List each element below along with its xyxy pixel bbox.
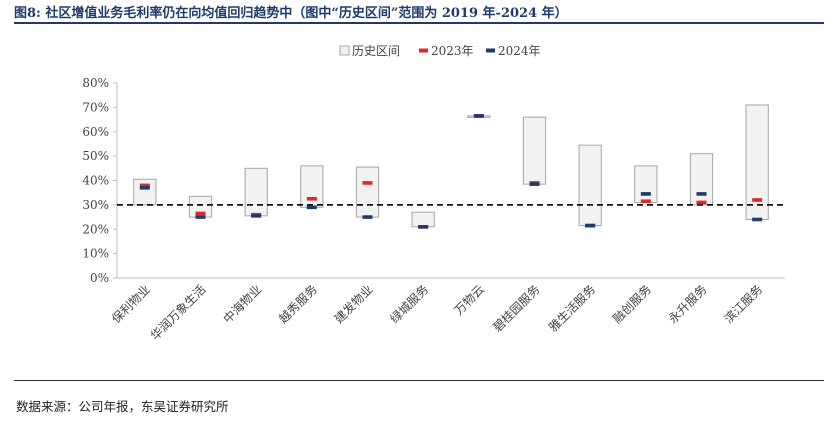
x-tick-label: 建发物业 bbox=[331, 282, 376, 327]
marker-2024 bbox=[585, 223, 596, 228]
legend-label-2024: 2024年 bbox=[498, 44, 541, 58]
range-bar bbox=[634, 165, 658, 203]
legend-label-2023: 2023年 bbox=[431, 44, 474, 58]
marker-2024 bbox=[195, 215, 206, 219]
marker-2024 bbox=[362, 215, 373, 219]
y-tick-label: 20% bbox=[82, 222, 109, 236]
y-tick-label: 60% bbox=[82, 125, 109, 139]
y-tick-label: 0% bbox=[90, 271, 109, 285]
x-tick-label: 绿城服务 bbox=[387, 282, 432, 327]
year-markers bbox=[139, 114, 763, 229]
range-bar bbox=[522, 116, 547, 185]
marker-2023 bbox=[752, 198, 763, 202]
marker-2023 bbox=[139, 183, 150, 188]
x-tick-label: 雅生活服务 bbox=[545, 282, 598, 335]
x-tick-label: 越秀服务 bbox=[275, 282, 320, 327]
legend-label-range: 历史区间 bbox=[352, 44, 400, 58]
x-tick-label: 保利物业 bbox=[109, 282, 153, 326]
legend-swatch-range bbox=[339, 45, 350, 56]
range-bar bbox=[411, 211, 435, 228]
marker-2023 bbox=[696, 200, 707, 205]
marker-2023 bbox=[195, 211, 206, 216]
range-chart: 历史区间 2023年 2024年 0% 10% 20% 30% 40% 50% 60% 70%… bbox=[82, 44, 785, 343]
range-bar bbox=[133, 178, 157, 206]
x-tick-label: 万物云 bbox=[452, 282, 487, 317]
x-tick-label: 碧桂园服务 bbox=[490, 282, 543, 335]
range-bar bbox=[355, 166, 380, 218]
marker-2024 bbox=[251, 214, 262, 218]
x-tick-label: 融创服务 bbox=[609, 282, 654, 327]
y-tick-label: 80% bbox=[82, 76, 109, 90]
y-tick-label: 30% bbox=[82, 198, 109, 212]
range-bar bbox=[300, 165, 324, 208]
range-bar bbox=[689, 153, 714, 206]
marker-2024 bbox=[696, 192, 707, 196]
legend-swatch-2023 bbox=[419, 48, 428, 53]
marker-2024 bbox=[640, 192, 651, 196]
marker-2024 bbox=[418, 225, 429, 229]
title-divider bbox=[14, 22, 824, 24]
marker-2023 bbox=[362, 181, 373, 185]
chart-legend: 历史区间 2023年 2024年 bbox=[339, 44, 541, 58]
marker-2024 bbox=[473, 114, 484, 118]
footer-divider bbox=[14, 380, 824, 381]
figure-title: 图8: 社区增值业务毛利率仍在向均值回归趋势中（图中“历史区间”范围为 2019… bbox=[14, 6, 568, 21]
x-tick-label: 华润万象生活 bbox=[148, 282, 209, 343]
x-axis: 保利物业华润万象生活 中海物业 越秀服务 建发物业 绿城服务 万物云 碧桂园服务 雅生活服务融… bbox=[109, 277, 785, 343]
y-axis: 0% 10% 20% 30% 40% 50% 60% 70% 80% bbox=[82, 76, 118, 285]
marker-2024 bbox=[306, 205, 317, 210]
x-tick-label: 中海物业 bbox=[220, 282, 265, 327]
marker-2024 bbox=[752, 217, 763, 222]
legend-swatch-2024 bbox=[486, 48, 495, 53]
x-tick-label: 永升服务 bbox=[665, 282, 710, 327]
source-note: 数据来源：公司年报，东吴证券研究所 bbox=[16, 399, 229, 414]
range-bar bbox=[578, 144, 602, 227]
y-tick-label: 70% bbox=[82, 100, 109, 114]
y-tick-label: 50% bbox=[82, 149, 109, 163]
marker-2024 bbox=[529, 182, 540, 186]
marker-2023 bbox=[640, 199, 651, 204]
history-ranges bbox=[133, 104, 769, 228]
range-bar bbox=[244, 167, 268, 217]
x-tick-label: 滨江服务 bbox=[721, 282, 766, 327]
range-bar bbox=[745, 104, 769, 220]
y-tick-label: 10% bbox=[82, 247, 109, 261]
y-tick-label: 40% bbox=[82, 174, 109, 188]
marker-2024 bbox=[139, 186, 150, 190]
marker-2023 bbox=[306, 196, 317, 201]
